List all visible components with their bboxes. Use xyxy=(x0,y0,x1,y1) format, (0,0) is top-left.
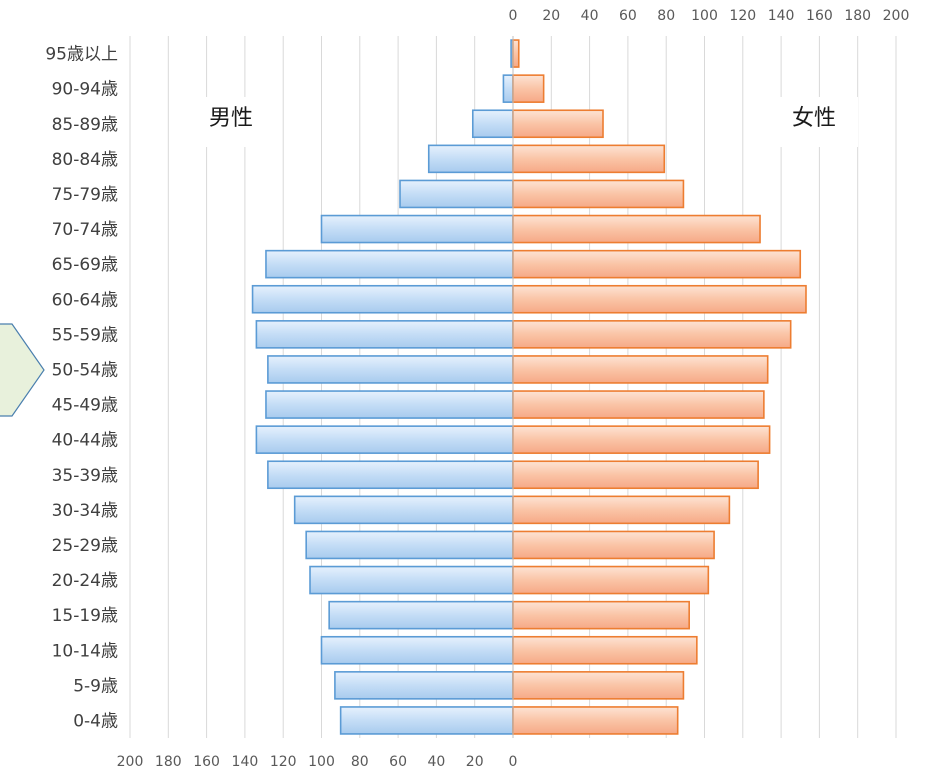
series-label-female: 女性 xyxy=(792,106,836,131)
bar-female xyxy=(512,249,802,279)
tick-label: 80 xyxy=(657,8,675,24)
tick-label: 160 xyxy=(193,754,220,770)
category-label: 65-69歳 xyxy=(52,255,118,275)
bar-female xyxy=(512,565,710,595)
bar-male xyxy=(309,565,514,595)
tick-label: 100 xyxy=(308,754,335,770)
bar-male xyxy=(427,144,514,174)
tick-label: 120 xyxy=(729,8,756,24)
category-label: 30-34歳 xyxy=(52,501,118,521)
category-label: 55-59歳 xyxy=(52,325,118,345)
category-label: 15-19歳 xyxy=(52,606,118,626)
tick-label: 0 xyxy=(509,8,518,24)
series-label-male: 男性 xyxy=(209,106,253,131)
bar-male xyxy=(255,425,514,454)
bar-female xyxy=(512,671,685,700)
bar-female xyxy=(512,39,520,68)
tick-label: 40 xyxy=(581,8,599,24)
category-label: 95歳以上 xyxy=(45,45,118,65)
bar-male xyxy=(255,320,514,349)
category-label: 50-54歳 xyxy=(52,360,118,380)
bar-male xyxy=(265,390,514,419)
tick-label: 180 xyxy=(155,754,182,770)
tick-label: 180 xyxy=(844,8,871,24)
bar-female xyxy=(512,530,715,560)
bar-female xyxy=(512,284,807,314)
bar-male xyxy=(320,214,514,244)
bar-female xyxy=(512,600,690,630)
bar-male xyxy=(334,671,514,700)
bar-male xyxy=(502,74,514,103)
tick-label: 60 xyxy=(619,8,637,24)
tick-label: 200 xyxy=(117,754,144,770)
bar-female xyxy=(512,425,771,454)
bar-female xyxy=(512,214,761,244)
bar-male xyxy=(293,495,514,525)
bar-female xyxy=(512,320,792,349)
bar-male xyxy=(328,600,514,630)
left-arrow-shape xyxy=(0,323,45,417)
category-label: 90-94歳 xyxy=(52,80,118,100)
bar-male xyxy=(267,460,514,490)
tick-label: 20 xyxy=(542,8,560,24)
category-label: 85-89歳 xyxy=(52,115,118,135)
bar-male xyxy=(265,249,514,279)
category-label: 0-4歳 xyxy=(73,711,118,731)
bar-female xyxy=(512,390,765,419)
bar-female xyxy=(512,355,769,384)
left-axis-ticks: 200 180 160 140 120 100 80 60 40 20 0 xyxy=(117,754,518,770)
bar-male xyxy=(267,355,514,384)
tick-label: 60 xyxy=(389,754,407,770)
bar-male xyxy=(320,635,514,665)
category-label: 75-79歳 xyxy=(52,185,118,205)
bars xyxy=(251,36,807,738)
bar-male xyxy=(251,284,514,314)
tick-label: 0 xyxy=(509,754,518,770)
tick-label: 40 xyxy=(427,754,445,770)
bar-female xyxy=(512,635,698,665)
right-axis-ticks: 0 20 40 60 80 100 120 140 160 180 200 xyxy=(509,8,910,24)
bar-female xyxy=(512,460,759,490)
tick-label: 140 xyxy=(768,8,795,24)
bar-female xyxy=(512,495,731,525)
bar-female xyxy=(512,144,666,174)
bar-male xyxy=(399,179,514,209)
category-label: 25-29歳 xyxy=(52,536,118,556)
tick-label: 80 xyxy=(351,754,369,770)
category-label: 20-24歳 xyxy=(52,571,118,591)
bar-female xyxy=(512,74,545,103)
tick-label: 20 xyxy=(466,754,484,770)
category-labels: 0-4歳 5-9歳 10-14歳 15-19歳 20-24歳 25-29歳 30-34歳 35… xyxy=(45,45,118,732)
tick-label: 200 xyxy=(883,8,910,24)
bar-female xyxy=(512,179,685,209)
category-label: 40-44歳 xyxy=(52,431,118,451)
category-label: 60-64歳 xyxy=(52,290,118,310)
tick-label: 100 xyxy=(691,8,718,24)
tick-label: 140 xyxy=(232,754,259,770)
category-label: 45-49歳 xyxy=(52,396,118,416)
bar-male xyxy=(339,706,514,735)
tick-label: 160 xyxy=(806,8,833,24)
bar-female xyxy=(512,706,679,735)
category-label: 10-14歳 xyxy=(52,641,118,661)
bar-male xyxy=(471,109,514,139)
bar-male xyxy=(305,530,514,560)
bar-female xyxy=(512,109,604,139)
category-label: 80-84歳 xyxy=(52,150,118,170)
category-label: 70-74歳 xyxy=(52,220,118,240)
category-label: 5-9歳 xyxy=(73,676,118,696)
category-label: 35-39歳 xyxy=(52,466,118,486)
tick-label: 120 xyxy=(270,754,297,770)
